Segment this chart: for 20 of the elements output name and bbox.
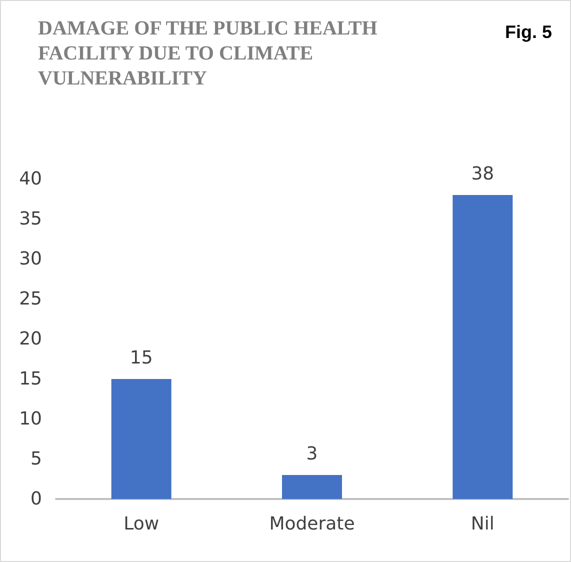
data-label: 15 (130, 348, 153, 368)
y-tick-label: 10 (19, 408, 42, 430)
y-tick-label: 0 (30, 488, 42, 510)
caption: Fig. 5 (504, 22, 552, 42)
bar (282, 475, 342, 499)
x-tick-label: Moderate (269, 514, 355, 534)
bar (452, 195, 513, 499)
data-label: 3 (306, 444, 318, 464)
y-tick-label: 30 (19, 248, 42, 270)
bar (111, 379, 172, 499)
y-tick-label: 35 (19, 208, 42, 230)
x-tick-label: Nil (470, 514, 494, 534)
chart-title: DAMAGE OF THE PUBLIC HEALTH FACILITY DUE TO CLIMATE VULNERABILITY (38, 18, 382, 90)
y-tick-label: 15 (19, 368, 42, 390)
y-tick-label: 5 (30, 448, 42, 470)
x-tick-label: Low (124, 514, 160, 534)
y-tick-label: 25 (19, 288, 42, 310)
data-label: 38 (471, 164, 494, 184)
y-tick-label: 40 (19, 168, 42, 190)
y-tick-label: 20 (19, 328, 42, 350)
